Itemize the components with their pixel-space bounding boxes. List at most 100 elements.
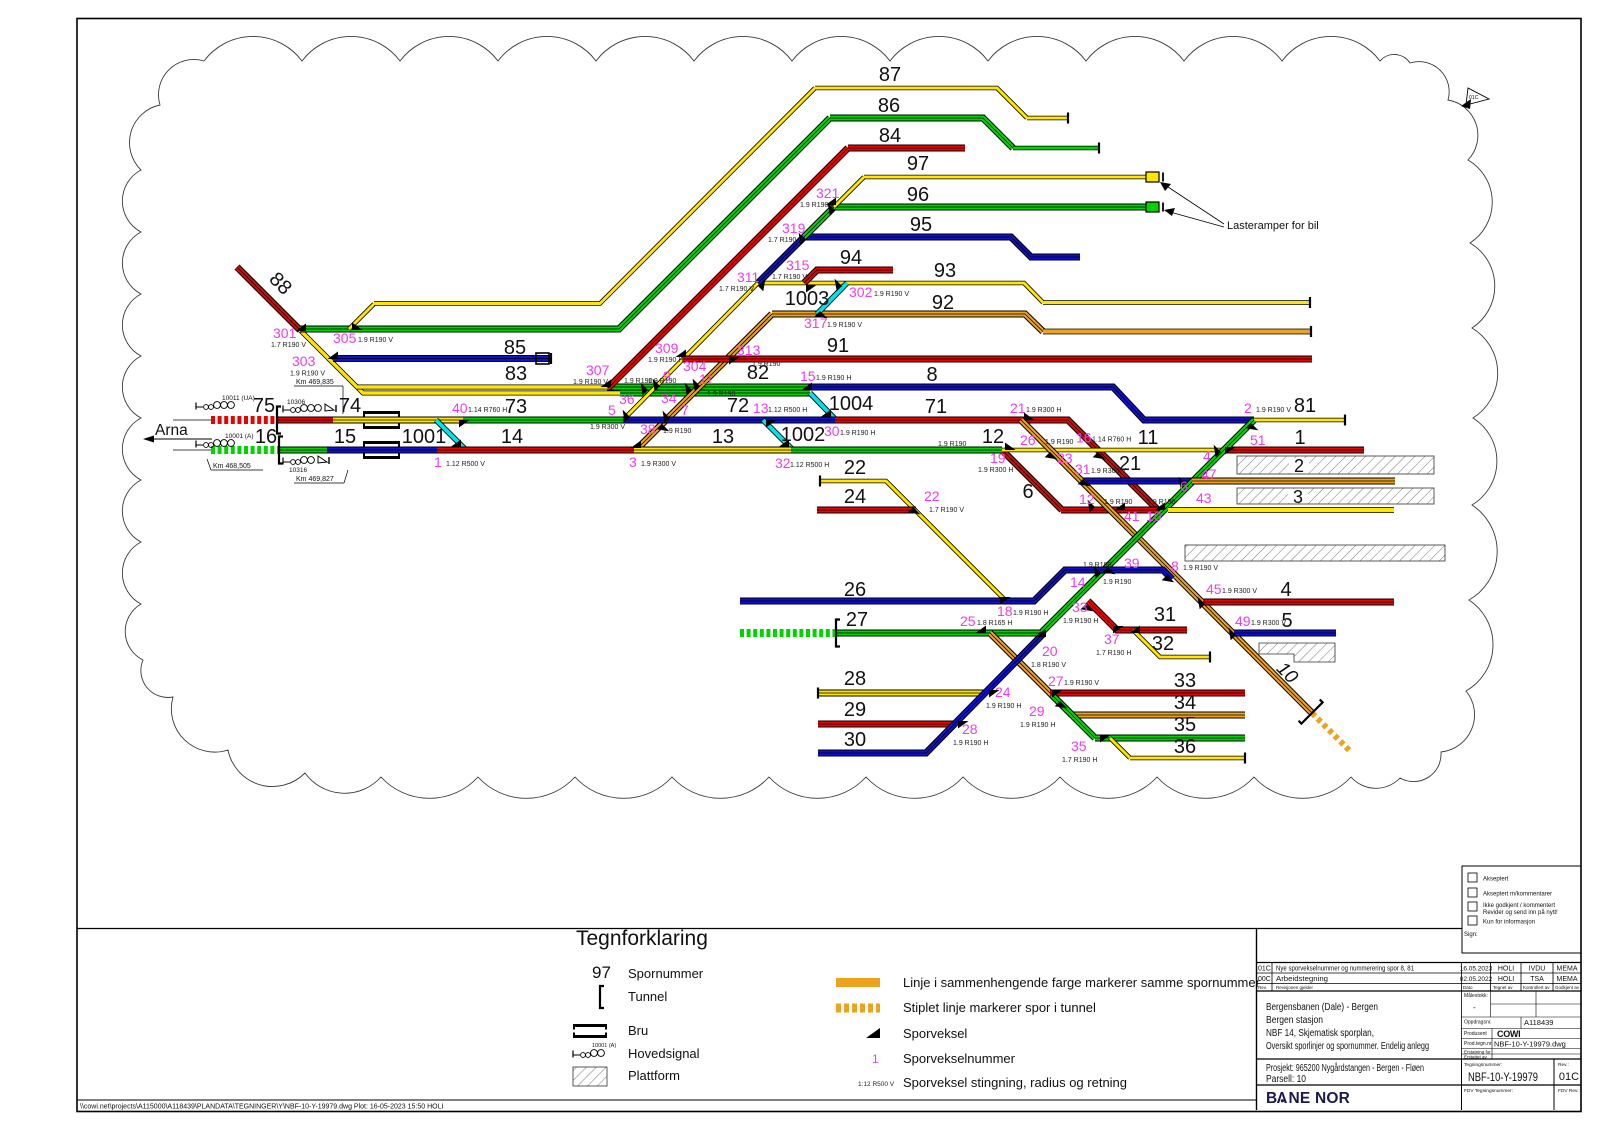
svg-text:3: 3 (1293, 487, 1303, 507)
svg-text:28: 28 (962, 721, 978, 737)
svg-text:85: 85 (504, 337, 526, 359)
svg-text:22: 22 (844, 457, 866, 479)
svg-text:1.9 R190 H: 1.9 R190 H (816, 375, 851, 382)
svg-text:30: 30 (824, 423, 840, 439)
svg-text:304: 304 (683, 358, 707, 374)
svg-text:5: 5 (1281, 610, 1292, 632)
svg-text:Λ: Λ (1277, 1090, 1288, 1107)
svg-text:1.9 R190 V: 1.9 R190 V (573, 379, 608, 386)
svg-text:1.9 R190: 1.9 R190 (1103, 579, 1132, 586)
svg-text:Målestokk:: Målestokk: (1464, 992, 1488, 999)
svg-text:1.9 R190: 1.9 R190 (1045, 439, 1074, 446)
svg-text:26: 26 (844, 579, 866, 601)
svg-text:01C: 01C (1559, 1071, 1579, 1083)
svg-text:27: 27 (846, 609, 868, 631)
svg-text:Spornummer: Spornummer (628, 966, 704, 981)
svg-text:Sporveksel stingning, radius o: Sporveksel stingning, radius og retning (903, 1075, 1127, 1090)
svg-text:B: B (1266, 1090, 1277, 1107)
svg-text:87: 87 (879, 64, 901, 86)
svg-text:A118439: A118439 (1524, 1018, 1553, 1027)
svg-text:1.7 R190 H: 1.7 R190 H (1062, 757, 1097, 764)
svg-text:01C: 01C (1469, 95, 1479, 101)
svg-text:51: 51 (1250, 432, 1266, 448)
svg-text:307: 307 (586, 362, 610, 378)
svg-text:1.12 R500 H: 1.12 R500 H (768, 407, 807, 414)
svg-text:71: 71 (925, 396, 947, 418)
svg-text:10316: 10316 (289, 467, 307, 474)
svg-text:NBF-10-Y-19979.dwg: NBF-10-Y-19979.dwg (1494, 1040, 1566, 1049)
svg-text:Tunnel: Tunnel (628, 989, 667, 1004)
svg-text:27: 27 (1048, 673, 1064, 689)
svg-text:Arbeidstegning: Arbeidstegning (1276, 974, 1328, 983)
svg-text:FDV Rev.:: FDV Rev.: (1558, 1088, 1580, 1094)
svg-text:2: 2 (1244, 400, 1252, 416)
svg-text:Kun for informasjon: Kun for informasjon (1483, 920, 1535, 926)
svg-text:1.7 R190 V: 1.7 R190 V (929, 507, 964, 514)
svg-text:26: 26 (1020, 432, 1036, 448)
svg-text:20: 20 (1042, 643, 1058, 659)
svg-text:9: 9 (663, 368, 671, 384)
svg-text:24: 24 (995, 684, 1011, 700)
svg-text:5: 5 (608, 402, 616, 418)
svg-text:25: 25 (960, 613, 976, 629)
svg-text:1002: 1002 (781, 424, 826, 446)
svg-text:1.9 R300 H: 1.9 R300 H (978, 467, 1013, 474)
svg-text:16.05.2023: 16.05.2023 (1460, 966, 1493, 973)
svg-text:Oversikt sporlinjer og spornum: Oversikt sporlinjer og spornummer. Endel… (1266, 1041, 1429, 1052)
svg-text:34: 34 (661, 390, 677, 406)
svg-text:1.9 R190 H: 1.9 R190 H (953, 740, 988, 747)
svg-text:14: 14 (501, 426, 523, 448)
svg-text:Km 469,835: Km 469,835 (296, 379, 334, 386)
svg-text:1.9 R190 V: 1.9 R190 V (358, 337, 393, 344)
svg-text:10001 (A): 10001 (A) (225, 433, 254, 440)
svg-text:24: 24 (844, 486, 866, 508)
svg-text:7: 7 (681, 402, 689, 418)
svg-text:1.9 R300 V: 1.9 R300 V (590, 424, 625, 431)
svg-text:1.9 R190: 1.9 R190 (707, 391, 736, 398)
svg-text:1.9 R190 H: 1.9 R190 H (986, 703, 1021, 710)
svg-text:16: 16 (255, 426, 277, 448)
svg-text:1.9 R190: 1.9 R190 (1104, 499, 1133, 506)
svg-text:Plattform: Plattform (628, 1068, 680, 1083)
svg-text:Erstattet av: Erstattet av (1464, 1055, 1488, 1060)
svg-text:96: 96 (907, 184, 929, 206)
svg-text:1.8 R190 V: 1.8 R190 V (1031, 662, 1066, 669)
svg-text:02.05.2022: 02.05.2022 (1460, 976, 1493, 983)
svg-text:319: 319 (782, 220, 806, 236)
svg-text:Hovedsignal: Hovedsignal (628, 1046, 700, 1061)
svg-text:8: 8 (926, 364, 937, 386)
svg-text:NE NOR: NE NOR (1289, 1090, 1350, 1107)
svg-text:1.7 R190 V: 1.7 R190 V (271, 342, 306, 349)
svg-text:MEMA: MEMA (1557, 976, 1578, 983)
svg-text:FDV Tegningsnummer:: FDV Tegningsnummer: (1464, 1088, 1513, 1094)
svg-text:Ikke godkjent / kommentert: Ikke godkjent / kommentert (1483, 903, 1555, 909)
svg-text:Prod.tegn.nr.: Prod.tegn.nr. (1464, 1041, 1493, 1047)
svg-text:-: - (1473, 1003, 1476, 1012)
svg-text:Nye sporvekselnummer og nummer: Nye sporvekselnummer og nummerering spor… (1276, 964, 1414, 973)
svg-text:21: 21 (1010, 400, 1026, 416)
svg-text:14: 14 (1070, 574, 1086, 590)
svg-text:45: 45 (1206, 581, 1222, 597)
svg-text:38: 38 (640, 421, 656, 437)
svg-text:1.9 R300 H: 1.9 R300 H (1026, 407, 1061, 414)
svg-text:1:12 R500 V: 1:12 R500 V (858, 1081, 895, 1088)
svg-text:10: 10 (1146, 508, 1162, 524)
svg-text:74: 74 (339, 395, 361, 417)
svg-text:Arna: Arna (155, 422, 188, 439)
svg-text:1.8 R165 H: 1.8 R165 H (977, 620, 1012, 627)
svg-text:Revider og send inn på nytt!: Revider og send inn på nytt! (1483, 909, 1558, 916)
svg-text:10001 (A): 10001 (A) (592, 1043, 616, 1049)
svg-text:37: 37 (1104, 631, 1120, 647)
svg-text:4: 4 (1203, 448, 1211, 464)
svg-text:4: 4 (1280, 579, 1291, 601)
svg-text:19: 19 (990, 450, 1006, 466)
svg-text:317: 317 (804, 315, 828, 331)
svg-text:Sign:: Sign: (1464, 932, 1478, 938)
svg-text:31: 31 (1075, 461, 1091, 477)
svg-text:15: 15 (334, 426, 356, 448)
svg-text:72: 72 (727, 395, 749, 417)
svg-text:93: 93 (934, 260, 956, 282)
svg-text:1.12 R500 V: 1.12 R500 V (446, 461, 485, 468)
svg-text:Linje i sammenhengende farge m: Linje i sammenhengende farge markerer sa… (903, 975, 1261, 990)
svg-text:NBF-10-Y-19979: NBF-10-Y-19979 (1468, 1072, 1538, 1084)
